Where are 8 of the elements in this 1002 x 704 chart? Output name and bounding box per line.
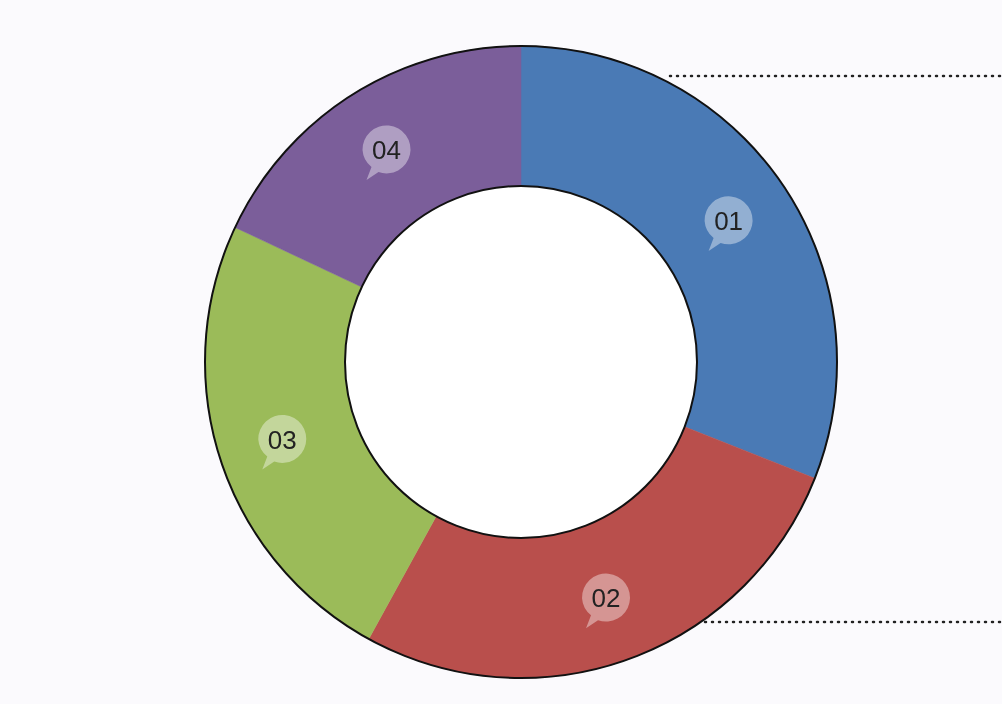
donut-slice — [205, 227, 437, 640]
donut-slice — [234, 45, 522, 288]
slice-label: 01 — [714, 205, 744, 236]
slice-label: 04 — [372, 135, 401, 166]
slice-label: 03 — [267, 424, 297, 455]
donut-slice — [368, 426, 816, 679]
donut-slice — [520, 45, 838, 479]
slice-label: 02 — [591, 583, 621, 614]
